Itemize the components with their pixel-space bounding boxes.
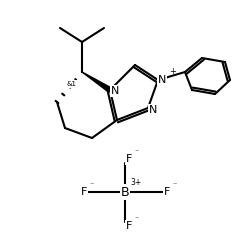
Text: F: F	[125, 221, 132, 231]
Text: ⁻: ⁻	[134, 147, 138, 156]
Text: ⁻: ⁻	[89, 180, 93, 189]
Text: F: F	[163, 187, 170, 197]
Text: &1: &1	[67, 81, 77, 87]
Text: F: F	[80, 187, 87, 197]
Text: F: F	[125, 154, 132, 164]
Text: N: N	[110, 86, 119, 96]
Text: ⁻: ⁻	[134, 214, 138, 223]
Text: ⁻: ⁻	[171, 180, 176, 189]
Text: 3+: 3+	[130, 178, 141, 187]
Text: N: N	[157, 75, 166, 85]
Text: +: +	[168, 67, 175, 76]
Text: B: B	[120, 186, 129, 198]
Text: N: N	[148, 105, 156, 115]
Polygon shape	[82, 72, 111, 92]
